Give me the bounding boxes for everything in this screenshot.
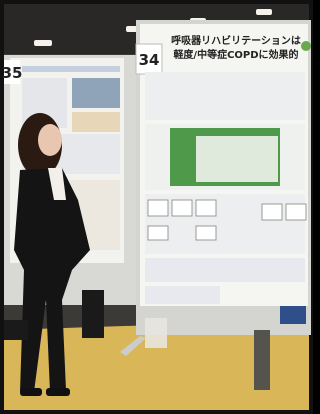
stand	[254, 330, 270, 390]
poster-title: 軽度/中等症COPDに効果的	[173, 48, 298, 61]
logo	[301, 41, 311, 51]
poster-number: 34	[139, 51, 160, 69]
poster-number: 35	[2, 64, 23, 82]
photo: 35 34 呼吸器リハビリテーションは 軽度/中等症COPDに効果的	[0, 0, 313, 414]
bag	[145, 318, 167, 348]
poster-title: 呼吸器リハビリテーションは	[171, 34, 301, 47]
